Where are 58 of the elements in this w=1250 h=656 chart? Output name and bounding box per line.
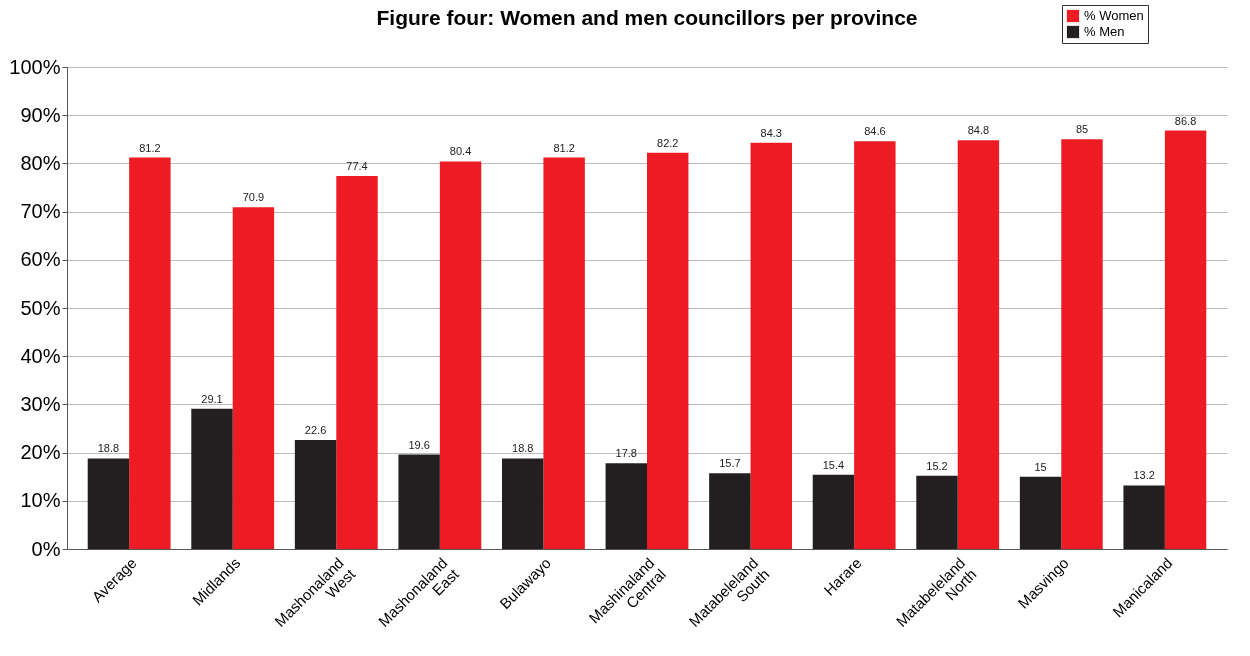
data-label: 15.7 — [719, 457, 741, 470]
bar — [1061, 139, 1103, 549]
y-tick-label: 100% — [9, 55, 61, 78]
y-tick-label: 10% — [20, 489, 61, 512]
y-tick-label: 0% — [31, 537, 61, 560]
bar — [232, 207, 275, 549]
bar — [336, 175, 378, 549]
bar — [854, 141, 896, 549]
data-label: 84.6 — [864, 125, 886, 138]
legend-label: % Men — [1084, 24, 1125, 39]
y-tick-label: 20% — [20, 441, 61, 464]
bar — [87, 458, 130, 549]
bar — [191, 408, 233, 549]
data-label: 15 — [1034, 460, 1047, 473]
y-tick-label: 50% — [20, 296, 61, 319]
data-label: 19.6 — [408, 438, 430, 451]
data-label: 81.2 — [139, 141, 161, 154]
data-label: 17.8 — [615, 447, 637, 460]
bar — [129, 157, 171, 549]
y-tick-label: 40% — [20, 344, 61, 367]
y-tick-label: 60% — [20, 248, 61, 271]
bar — [502, 458, 544, 549]
legend-label: % Women — [1084, 8, 1144, 23]
bar — [439, 161, 482, 549]
data-label: 13.2 — [1133, 469, 1155, 482]
data-label: 82.2 — [657, 136, 679, 149]
data-label: 15.2 — [926, 459, 948, 472]
y-tick-label: 80% — [20, 151, 61, 174]
data-label: 18.8 — [512, 442, 534, 455]
bar — [812, 474, 855, 549]
bar — [543, 157, 585, 549]
bar — [398, 454, 440, 549]
bar — [957, 140, 1000, 549]
data-label: 18.8 — [97, 442, 120, 455]
data-label: 84.3 — [760, 126, 782, 139]
bar — [709, 473, 751, 549]
data-label: 70.9 — [242, 191, 265, 204]
bar — [1164, 130, 1207, 549]
data-label: 22.6 — [304, 424, 327, 437]
data-label: 86.8 — [1174, 114, 1197, 127]
data-label: 15.4 — [822, 458, 845, 471]
y-tick-label: 90% — [20, 103, 61, 126]
bar — [605, 463, 647, 549]
bar — [916, 475, 958, 549]
bar — [1123, 485, 1165, 549]
data-label: 84.8 — [967, 124, 990, 137]
data-label: 29.1 — [201, 392, 223, 405]
data-label: 85 — [1075, 123, 1089, 136]
chart-title: Figure four: Women and men councillors per province — [376, 6, 918, 29]
bar — [1019, 476, 1062, 549]
bar — [647, 152, 689, 549]
y-tick-label: 70% — [20, 200, 61, 223]
data-label: 80.4 — [449, 145, 472, 158]
bar — [750, 142, 792, 549]
data-label: 81.2 — [553, 141, 575, 154]
y-tick-label: 30% — [20, 392, 61, 415]
bar — [294, 440, 337, 549]
data-label: 77.4 — [346, 159, 368, 172]
